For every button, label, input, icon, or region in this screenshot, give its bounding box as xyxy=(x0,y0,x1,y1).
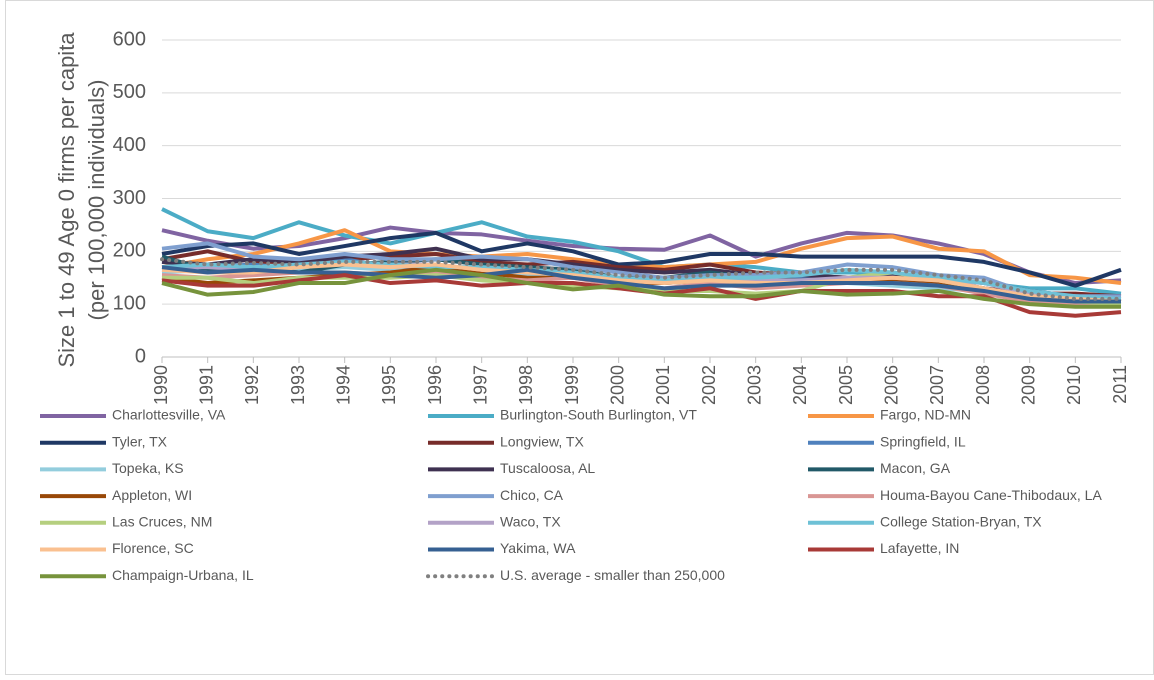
x-tick-label: 2000 xyxy=(607,365,627,405)
x-tick-label: 1991 xyxy=(196,365,216,405)
legend-label: Charlottesville, VA xyxy=(112,407,226,423)
x-tick-label: 2011 xyxy=(1110,365,1130,404)
legend-label: Fargo, ND-MN xyxy=(880,407,971,423)
y-axis-title: Size 1 to 49 Age 0 firms per capita xyxy=(54,32,79,368)
y-tick-label: 0 xyxy=(135,345,146,367)
x-tick-label: 2005 xyxy=(836,365,856,405)
legend-label: Appleton, WI xyxy=(112,487,192,503)
x-tick-label: 1992 xyxy=(242,365,262,405)
legend-label: Macon, GA xyxy=(880,460,951,476)
legend-label: U.S. average - smaller than 250,000 xyxy=(500,567,725,583)
x-tick-label: 2006 xyxy=(881,365,901,405)
legend-label: Lafayette, IN xyxy=(880,540,959,556)
series-line xyxy=(161,259,1122,301)
legend-label: Florence, SC xyxy=(112,540,194,556)
legend-label: Topeka, KS xyxy=(112,460,184,476)
legend-label: Champaign-Urbana, IL xyxy=(112,567,254,583)
legend-label: Waco, TX xyxy=(500,514,561,530)
x-tick-label: 2007 xyxy=(927,365,947,405)
x-tick-label: 1994 xyxy=(333,365,353,405)
legend-label: Tyler, TX xyxy=(112,433,168,449)
legend-label: Houma-Bayou Cane-Thibodaux, LA xyxy=(880,487,1102,503)
legend-label: Longview, TX xyxy=(500,433,584,449)
y-tick-label: 300 xyxy=(113,187,146,209)
legend-label: Yakima, WA xyxy=(500,540,576,556)
series-line xyxy=(161,241,1121,299)
series-line xyxy=(161,228,1122,286)
legend-label: Springfield, IL xyxy=(880,433,966,449)
y-tick-label: 100 xyxy=(113,292,146,314)
x-tick-label: 2003 xyxy=(744,365,764,405)
x-tick-label: 1995 xyxy=(379,365,399,405)
x-tick-label: 2010 xyxy=(1064,365,1084,405)
x-tick-label: 2002 xyxy=(699,365,719,405)
x-tick-label: 1997 xyxy=(470,365,490,405)
series-line xyxy=(161,262,1122,304)
x-tick-label: 1996 xyxy=(425,365,445,405)
series-line xyxy=(161,265,1121,304)
y-tick-label: 400 xyxy=(113,134,146,156)
y-tick-label: 200 xyxy=(113,240,146,262)
x-tick-label: 2008 xyxy=(973,365,993,405)
x-tick-label: 1993 xyxy=(288,365,308,405)
x-tick-label: 2001 xyxy=(653,365,673,405)
x-tick-label: 2004 xyxy=(790,365,810,405)
legend-label: Tuscaloosa, AL xyxy=(500,460,595,476)
x-tick-label: 1998 xyxy=(516,365,536,405)
series-line xyxy=(161,230,1122,288)
x-tick-label: 2009 xyxy=(1018,365,1038,405)
x-tick-label: 1990 xyxy=(151,365,171,405)
legend-label: College Station-Bryan, TX xyxy=(880,514,1042,530)
x-tick-label: 1999 xyxy=(562,365,582,405)
y-tick-label: 600 xyxy=(113,28,146,50)
legend-label: Las Cruces, NM xyxy=(112,514,212,530)
series-line xyxy=(161,267,1121,309)
legend-label: Chico, CA xyxy=(500,487,564,503)
series-line xyxy=(160,257,1123,301)
legend-label: Burlington-South Burlington, VT xyxy=(500,407,697,423)
y-tick-label: 500 xyxy=(113,81,146,103)
y-axis-title: (per 100,000 individuals) xyxy=(84,80,109,321)
